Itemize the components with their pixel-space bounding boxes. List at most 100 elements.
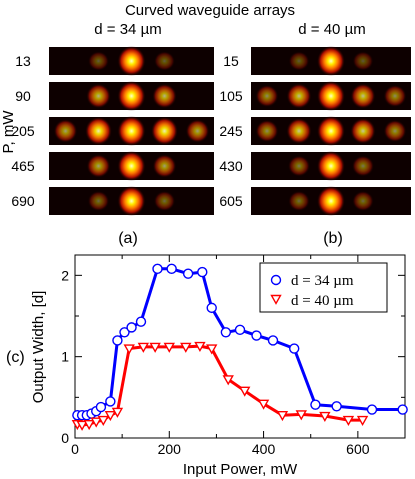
panel-c-label: (c) — [6, 349, 25, 366]
data-point-d40 — [180, 342, 192, 353]
x-tick-label: 400 — [252, 441, 276, 457]
series-line-d40 — [77, 344, 363, 427]
data-point-d34 — [105, 396, 116, 407]
power-axis-label: P, mW — [0, 110, 17, 154]
panel-a-label: (a) — [118, 230, 138, 247]
data-point-d40 — [276, 411, 289, 422]
light-spot — [152, 154, 177, 178]
chart-series — [71, 263, 408, 431]
light-spot — [317, 186, 345, 216]
light-spot — [185, 119, 210, 143]
light-spot — [350, 118, 376, 144]
left-power-label: 205 — [11, 123, 35, 139]
light-spot — [352, 155, 374, 177]
data-point-d40 — [194, 341, 206, 353]
x-tick-label: 600 — [346, 441, 370, 457]
data-point-d40 — [222, 375, 234, 386]
legend-box — [259, 262, 388, 313]
data-point-d34 — [331, 401, 342, 412]
light-spot — [151, 116, 178, 146]
light-spot — [154, 51, 175, 71]
data-point-d40 — [295, 410, 307, 421]
x-tick-label: 0 — [71, 441, 79, 457]
light-spot — [350, 83, 376, 109]
light-spot — [117, 81, 146, 111]
data-point-d34 — [220, 327, 232, 338]
axis-ticks: 0 200 400 600 0 1 2 — [61, 255, 405, 457]
light-spot — [317, 81, 345, 111]
legend-marker-d40 — [270, 294, 282, 305]
data-point-d40 — [83, 419, 95, 431]
light-spot — [286, 118, 312, 144]
data-point-d34 — [289, 343, 300, 354]
data-point-d40 — [97, 415, 109, 427]
light-spot — [117, 46, 146, 76]
light-spot — [317, 151, 345, 181]
light-spot — [255, 84, 279, 108]
data-point-d34 — [95, 401, 107, 413]
data-point-d40 — [319, 411, 331, 422]
plot-frame — [74, 254, 406, 439]
data-point-d40 — [257, 399, 270, 410]
light-spot — [286, 83, 312, 109]
data-point-d40 — [90, 417, 102, 428]
intensity-strips: 13 90 205 465 690 15 105 245 430 605 — [11, 46, 411, 216]
light-spot — [383, 119, 407, 143]
data-point-d40 — [111, 407, 124, 418]
light-spot — [288, 51, 310, 71]
legend-label-d34: d = 34 µm — [291, 273, 354, 289]
right-power-label: 105 — [219, 88, 243, 104]
data-point-d34 — [251, 330, 262, 341]
light-spot — [86, 154, 111, 178]
right-power-label: 245 — [219, 123, 243, 139]
light-spot — [88, 51, 109, 71]
data-point-d40 — [137, 342, 150, 353]
left-power-label: 690 — [11, 193, 35, 209]
data-point-d34 — [267, 335, 279, 346]
light-spot — [255, 119, 279, 143]
light-spot — [317, 46, 345, 76]
light-spot — [352, 51, 374, 71]
left-power-label: 90 — [15, 88, 31, 104]
data-point-d40 — [356, 415, 369, 427]
left-power-label: 13 — [15, 53, 31, 69]
data-point-d40 — [149, 342, 161, 353]
light-spot — [53, 119, 78, 143]
data-point-d34 — [135, 316, 147, 327]
legend-marker-d34 — [270, 274, 282, 286]
light-spot — [317, 116, 345, 146]
light-spot — [87, 190, 110, 212]
light-spot — [383, 84, 407, 108]
data-point-d34 — [152, 263, 163, 275]
data-point-d34 — [397, 404, 408, 415]
left-power-label: 465 — [11, 158, 35, 174]
x-tick-label: 200 — [158, 441, 182, 457]
y-tick-label: 0 — [61, 430, 69, 446]
light-spot — [117, 116, 146, 146]
right-power-label: 430 — [219, 158, 243, 174]
data-point-d34 — [206, 302, 217, 314]
right-power-label: 15 — [223, 53, 239, 69]
data-point-d34 — [119, 327, 130, 338]
y-tick-label: 1 — [61, 349, 69, 365]
y-tick-label: 2 — [61, 267, 69, 283]
right-power-label: 605 — [219, 193, 243, 209]
x-axis-label: Input Power, mW — [183, 461, 298, 478]
light-spot — [85, 116, 112, 146]
data-point-d40 — [123, 344, 135, 355]
legend-label-d40: d = 40 µm — [291, 293, 354, 309]
light-spot — [152, 83, 177, 109]
data-point-d34 — [182, 268, 194, 279]
right-array-label: d = 40 µm — [298, 21, 365, 38]
legend: d = 34 µm d = 40 µm — [259, 262, 388, 313]
data-point-d40 — [163, 342, 175, 353]
data-point-d34 — [112, 335, 123, 346]
data-point-d34 — [166, 263, 177, 275]
data-point-d34 — [126, 322, 137, 333]
light-spot — [117, 186, 146, 216]
light-spot — [153, 190, 176, 212]
panel-b-label: (b) — [323, 230, 343, 247]
data-point-d40 — [206, 344, 218, 355]
left-array-label: d = 34 µm — [94, 21, 161, 38]
